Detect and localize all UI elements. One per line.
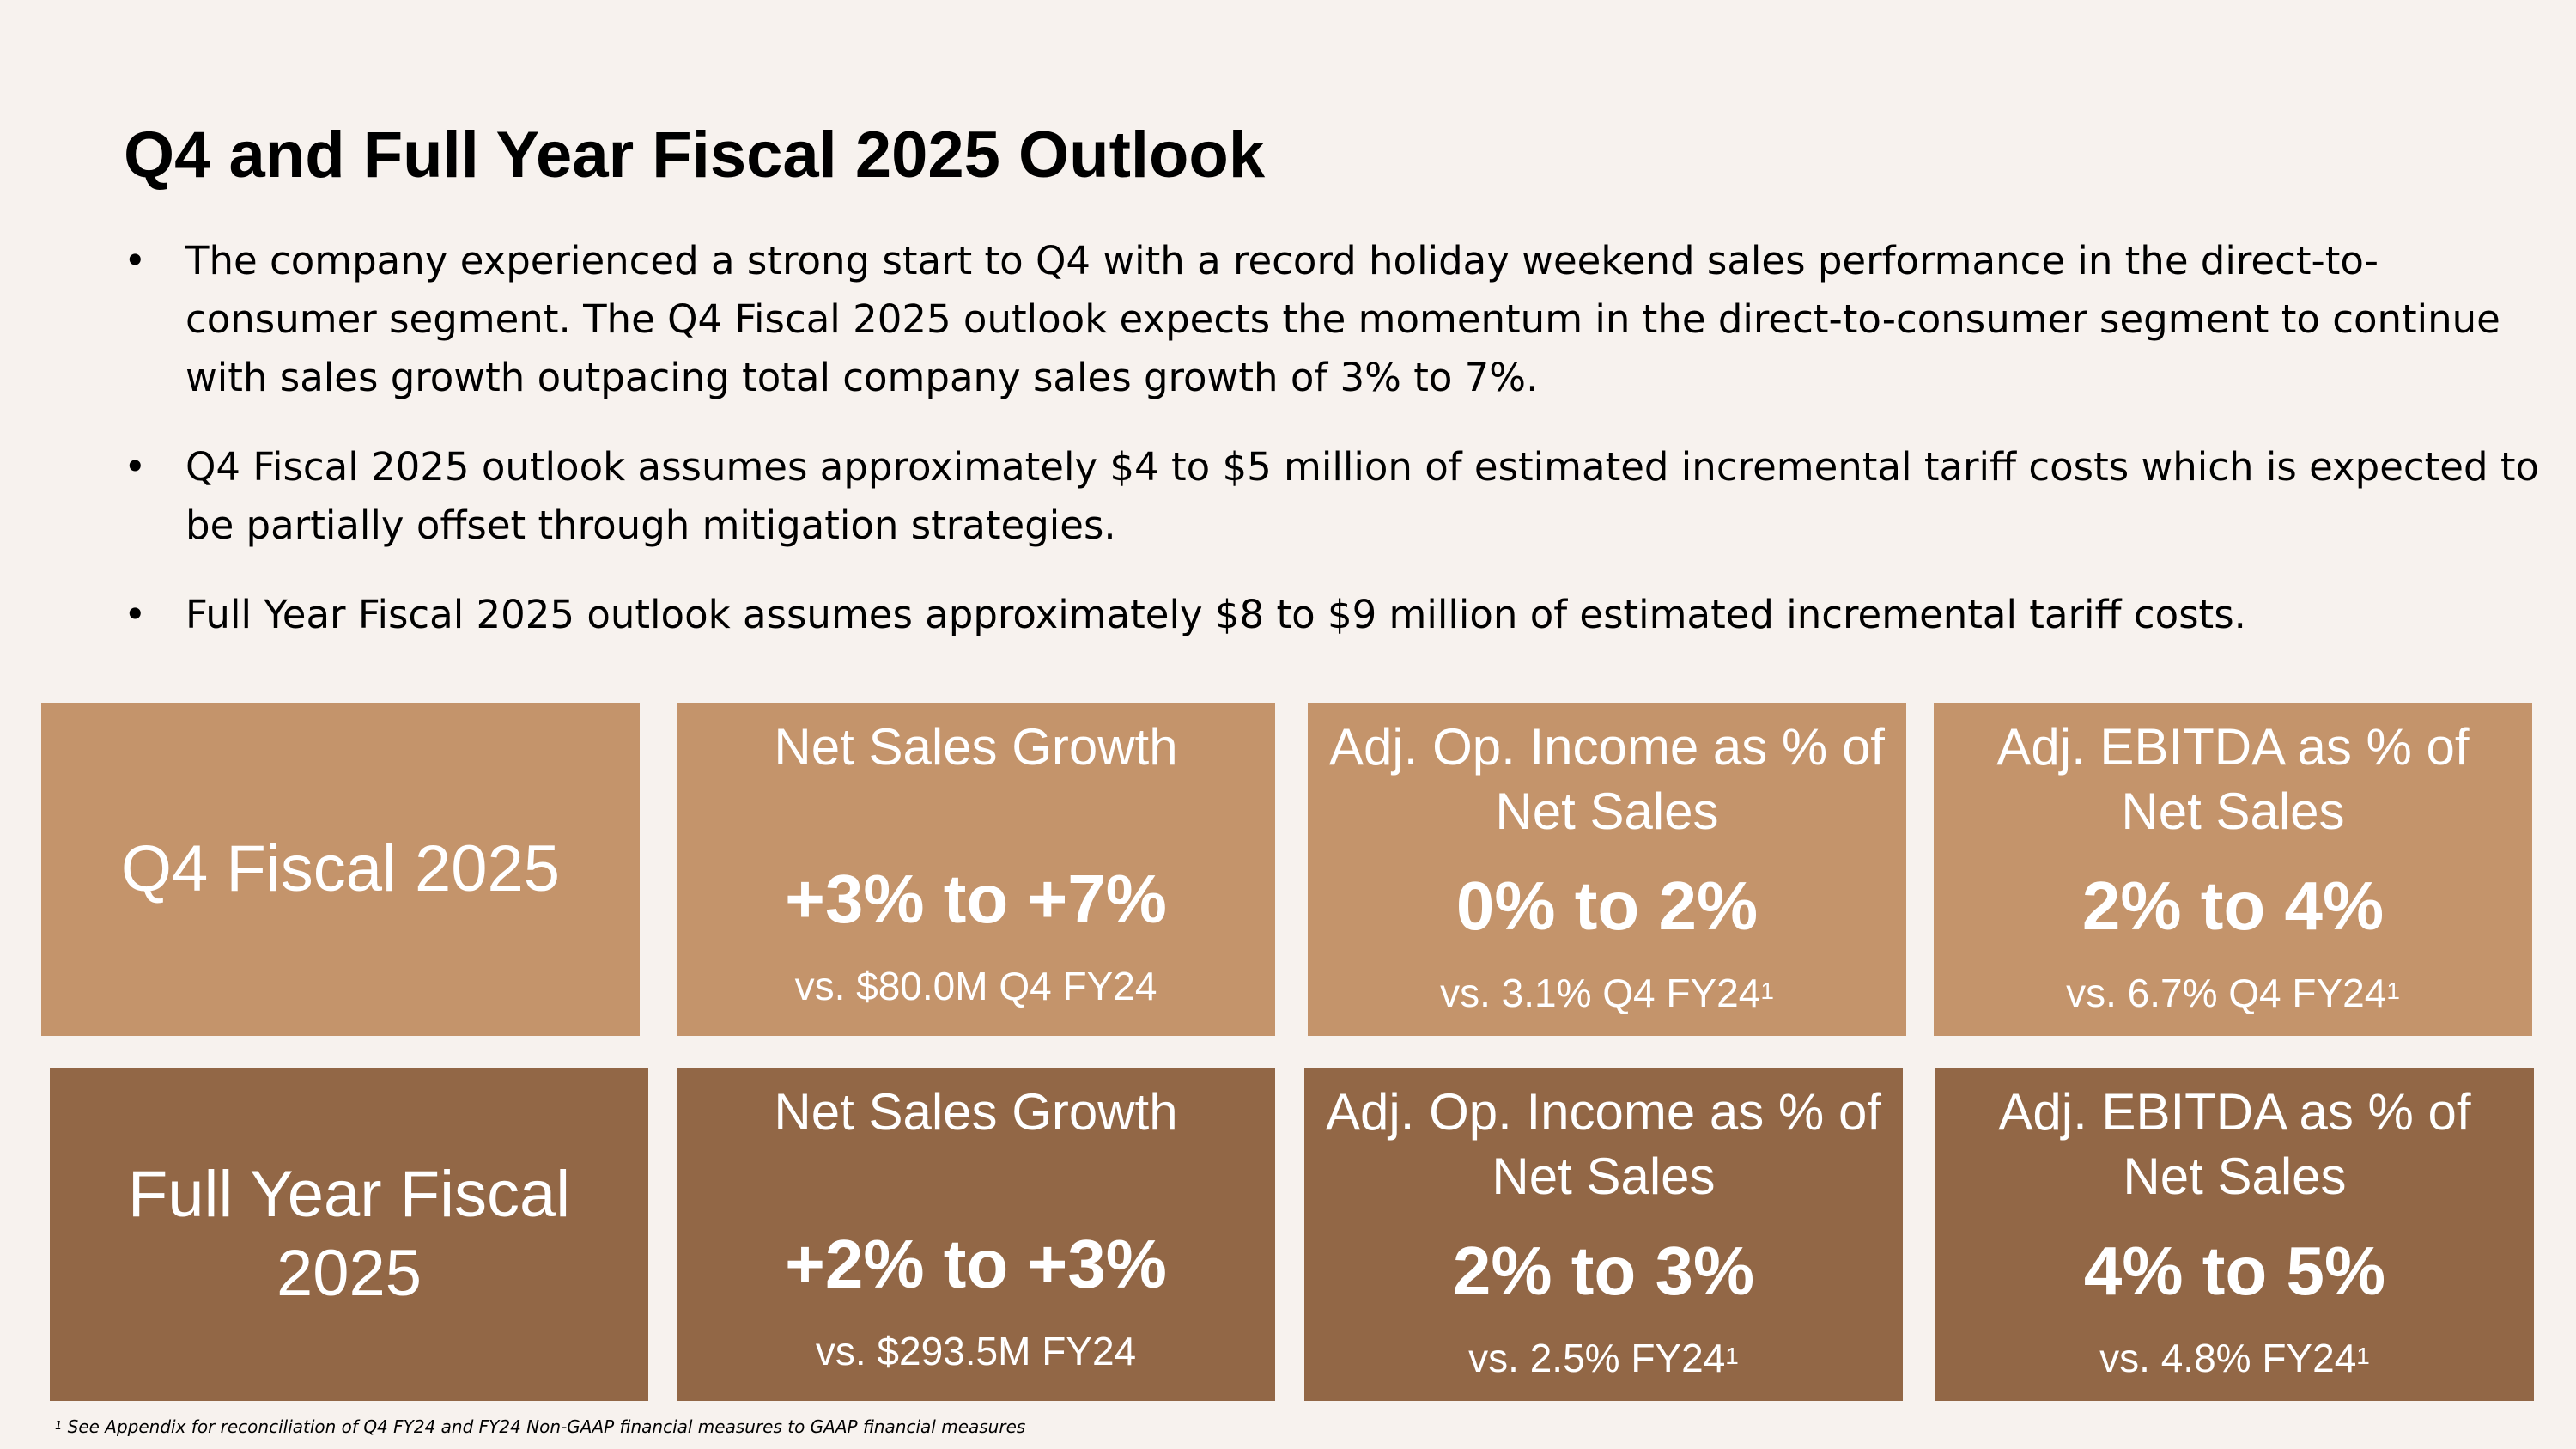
footnote-mark: 1 <box>2386 977 2400 1004</box>
metric-header: Adj. EBITDA as % of Net Sales <box>1998 1083 2471 1205</box>
bullet-list: • The company experienced a strong start… <box>124 232 2567 644</box>
comparison-text: vs. 3.1% Q4 FY24 <box>1440 971 1761 1015</box>
metric-comparison: vs. 3.1% Q4 FY241 <box>1308 969 1906 1017</box>
comparison-text: vs. 4.8% FY24 <box>2099 1336 2357 1380</box>
metric-header: Net Sales Growth <box>774 1083 1178 1141</box>
comparison-text: vs. 6.7% Q4 FY24 <box>2066 971 2387 1015</box>
metric-header: Net Sales Growth <box>774 718 1178 776</box>
bullet-text: The company experienced a strong start t… <box>185 238 2500 400</box>
footnote: 1 See Appendix for reconciliation of Q4 … <box>55 1416 1025 1438</box>
comparison-text: vs. 2.5% FY24 <box>1468 1336 1726 1380</box>
footnote-text: See Appendix for reconciliation of Q4 FY… <box>67 1416 1026 1437</box>
full-year-label-box: Full Year Fiscal 2025 <box>50 1068 648 1401</box>
metric-comparison: vs. $293.5M FY24 <box>815 1329 1137 1373</box>
bullet-item: • Full Year Fiscal 2025 outlook assumes … <box>124 586 2567 644</box>
metric-header: Adj. Op. Income as % of Net Sales <box>1326 1083 1881 1205</box>
metric-comparison: vs. $80.0M Q4 FY24 <box>794 964 1157 1008</box>
metric-value: +3% to +7% <box>785 861 1167 937</box>
page-title: Q4 and Full Year Fiscal 2025 Outlook <box>124 119 1266 192</box>
footnote-mark: 1 <box>55 1420 63 1433</box>
metric-header: Adj. EBITDA as % of Net Sales <box>1996 718 2470 840</box>
q4-label: Q4 Fiscal 2025 <box>120 832 561 905</box>
bullet-item: • Q4 Fiscal 2025 outlook assumes approxi… <box>124 438 2567 555</box>
metric-comparison: vs. 4.8% FY241 <box>1935 1334 2534 1382</box>
full-year-adj-ebitda-box: Adj. EBITDA as % of Net Sales 4% to 5% v… <box>1935 1068 2534 1401</box>
q4-net-sales-box: Net Sales Growth +3% to +7% vs. $80.0M Q… <box>677 703 1275 1036</box>
metric-value: 2% to 3% <box>1452 1233 1755 1309</box>
bullet-item: • The company experienced a strong start… <box>124 232 2567 407</box>
metric-comparison: vs. 6.7% Q4 FY241 <box>1934 969 2532 1017</box>
full-year-adj-op-income-box: Adj. Op. Income as % of Net Sales 2% to … <box>1304 1068 1903 1401</box>
footnote-mark: 1 <box>2356 1342 2370 1369</box>
bullet-dot: • <box>124 238 147 283</box>
footnote-mark: 1 <box>1760 977 1774 1004</box>
metric-value: 2% to 4% <box>2081 868 2385 944</box>
full-year-net-sales-box: Net Sales Growth +2% to +3% vs. $293.5M … <box>677 1068 1275 1401</box>
bullet-text: Q4 Fiscal 2025 outlook assumes approxima… <box>185 444 2540 548</box>
metric-value: +2% to +3% <box>785 1226 1167 1302</box>
bullet-dot: • <box>124 592 147 637</box>
bullet-dot: • <box>124 444 147 490</box>
q4-adj-op-income-box: Adj. Op. Income as % of Net Sales 0% to … <box>1308 703 1906 1036</box>
metric-header: Adj. Op. Income as % of Net Sales <box>1329 718 1885 840</box>
full-year-label: Full Year Fiscal 2025 <box>127 1158 571 1310</box>
metric-comparison: vs. 2.5% FY241 <box>1304 1334 1903 1382</box>
bullet-text: Full Year Fiscal 2025 outlook assumes ap… <box>185 592 2246 637</box>
footnote-mark: 1 <box>1725 1342 1739 1369</box>
metric-value: 4% to 5% <box>2083 1233 2386 1309</box>
q4-adj-ebitda-box: Adj. EBITDA as % of Net Sales 2% to 4% v… <box>1934 703 2532 1036</box>
metric-value: 0% to 2% <box>1455 868 1759 944</box>
q4-label-box: Q4 Fiscal 2025 <box>41 703 640 1036</box>
